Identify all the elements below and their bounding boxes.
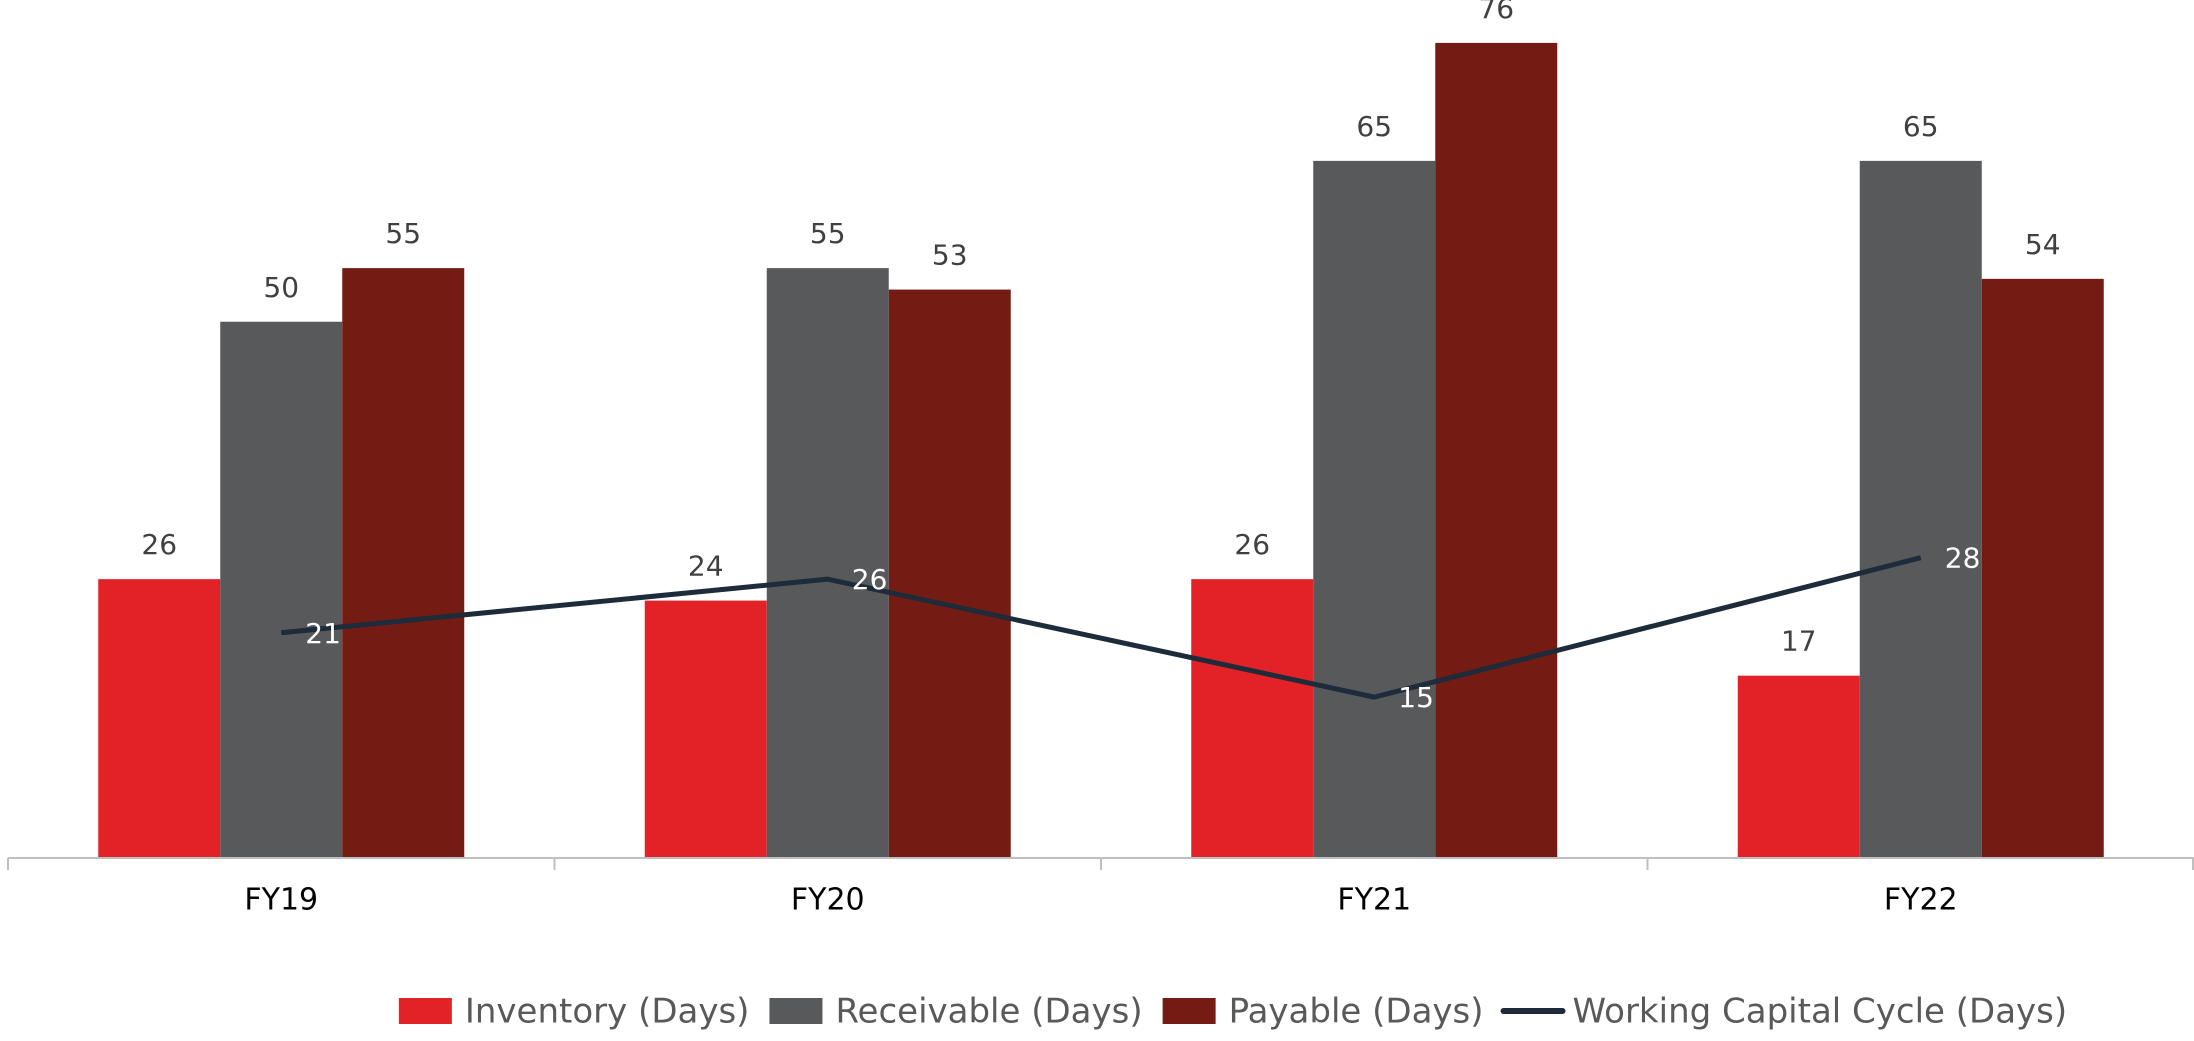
x-tick-label: FY20 <box>791 883 865 918</box>
legend: Inventory (Days) Receivable (Days) Payable… <box>398 992 2068 1032</box>
data-label: 17 <box>1781 625 1817 658</box>
data-label: 50 <box>263 271 299 304</box>
legend-swatch <box>1162 998 1216 1024</box>
bar <box>342 268 465 858</box>
x-tick-label: FY22 <box>1884 883 1958 918</box>
data-label: 55 <box>385 217 421 250</box>
data-label: 55 <box>810 217 846 250</box>
data-label: 24 <box>688 550 724 583</box>
legend-label: Receivable (Days) <box>835 992 1142 1032</box>
legend-label: Payable (Days) <box>1229 992 1484 1032</box>
legend-label: Inventory (Days) <box>465 992 750 1032</box>
data-label: 26 <box>141 528 177 561</box>
data-label: 26 <box>852 563 888 596</box>
bar <box>1313 160 1436 858</box>
data-label: 76 <box>1478 0 1514 25</box>
bar <box>98 579 221 858</box>
legend-swatch <box>769 998 823 1024</box>
data-label: 65 <box>1356 110 1392 143</box>
data-label: 15 <box>1398 681 1434 714</box>
data-label: 53 <box>932 239 968 272</box>
x-tick-label: FY21 <box>1337 883 1411 918</box>
data-label: 65 <box>1903 110 1939 143</box>
line <box>281 555 1922 700</box>
data-label: 26 <box>1234 528 1270 561</box>
legend-swatch <box>398 998 452 1024</box>
data-label: 54 <box>2025 228 2061 261</box>
bar <box>220 321 343 858</box>
bar <box>1191 579 1314 858</box>
bar <box>1981 278 2104 859</box>
legend-label: Working Capital Cycle (Days) <box>1573 992 2068 1032</box>
bar <box>1737 675 1860 858</box>
bar <box>766 268 889 858</box>
data-label: 21 <box>305 617 341 650</box>
bar <box>644 600 767 858</box>
bar <box>888 289 1011 858</box>
x-tick-label: FY19 <box>244 883 318 918</box>
data-label: 28 <box>1945 542 1981 575</box>
bar <box>1859 160 1982 858</box>
bar <box>1435 42 1558 858</box>
